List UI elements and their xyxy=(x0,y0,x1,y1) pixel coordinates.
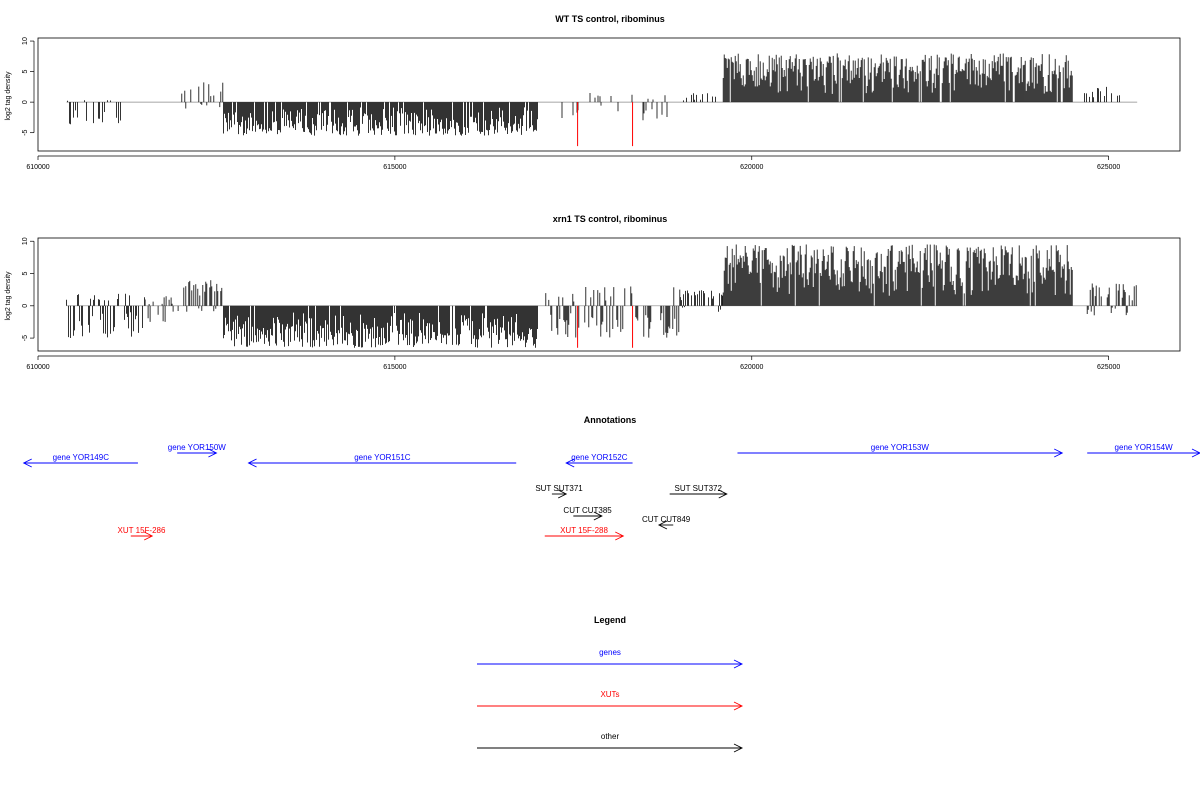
feature-arrowhead xyxy=(22,458,32,468)
wt-y-axis-label: log2 tag density xyxy=(5,71,12,121)
x-tick-label: 620000 xyxy=(740,364,763,371)
y-tick-label: 5 xyxy=(22,70,29,74)
x-tick-label: 610000 xyxy=(26,164,49,171)
feature-label: gene YOR149C xyxy=(53,453,110,462)
feature-label: gene YOR152C xyxy=(571,453,628,462)
xrn1-bars xyxy=(66,244,1138,348)
annotation-feature: gene YOR153W xyxy=(737,443,1064,458)
annotations-title: Annotations xyxy=(584,415,637,425)
feature-arrowhead xyxy=(565,458,575,468)
wt-coverage-panel: WT TS control, ribominus log2 tag densit… xyxy=(5,14,1181,171)
annotation-feature: gene YOR154W xyxy=(1087,443,1200,458)
legend-title: Legend xyxy=(594,615,626,625)
annotation-feature: CUT CUT849 xyxy=(642,515,691,530)
annotation-feature: XUT 15F-286 xyxy=(118,526,166,541)
legend-entry: genes xyxy=(477,648,744,669)
feature-arrowhead xyxy=(143,531,154,541)
legend-entry: XUTs xyxy=(477,690,744,711)
x-tick-label: 625000 xyxy=(1097,364,1120,371)
feature-arrowhead xyxy=(718,489,728,499)
xrn1-plot-frame xyxy=(37,237,1181,352)
feature-arrowhead xyxy=(208,448,218,458)
legend: Legend genes XUTs other xyxy=(477,615,744,753)
x-tick-label: 625000 xyxy=(1097,164,1120,171)
legend-label: genes xyxy=(599,648,621,657)
y-tick-label: 0 xyxy=(22,304,29,308)
feature-label: gene YOR151C xyxy=(354,453,411,462)
feature-label: XUT 15F-288 xyxy=(560,526,608,535)
wt-bars xyxy=(66,53,1138,147)
annotation-feature: gene YOR151C xyxy=(247,453,517,468)
y-tick-label: 5 xyxy=(22,271,29,275)
x-tick-label: 620000 xyxy=(740,164,763,171)
legend-entry: other xyxy=(477,732,744,753)
feature-label: gene YOR150W xyxy=(168,443,227,452)
feature-arrowhead xyxy=(657,520,668,530)
feature-arrowhead xyxy=(593,511,603,521)
xrn1-panel-title: xrn1 TS control, ribominus xyxy=(553,214,668,224)
legend-label: other xyxy=(601,732,620,741)
y-tick-label: 10 xyxy=(22,237,29,245)
legend-arrowhead xyxy=(733,701,744,711)
feature-label: SUT SUT372 xyxy=(675,484,723,493)
feature-arrowhead xyxy=(557,489,568,499)
wt-panel-title: WT TS control, ribominus xyxy=(555,14,665,24)
y-tick-label: -5 xyxy=(22,129,29,135)
annotation-feature: SUT SUT371 xyxy=(535,484,583,499)
y-tick-label: 10 xyxy=(22,37,29,45)
annotation-feature: gene YOR152C xyxy=(565,453,633,468)
feature-label: XUT 15F-286 xyxy=(118,526,166,535)
annotation-feature: gene YOR149C xyxy=(22,453,138,468)
feature-arrowhead xyxy=(615,531,625,541)
wt-axes: 610000 615000 620000 625000 -5 0 5 10 xyxy=(22,37,1120,171)
y-tick-label: -5 xyxy=(22,335,29,341)
xrn1-coverage-panel: xrn1 TS control, ribominus log2 tag dens… xyxy=(5,214,1181,371)
y-tick-label: 0 xyxy=(22,100,29,104)
legend-label: XUTs xyxy=(600,690,619,699)
feature-arrowhead xyxy=(1191,448,1200,458)
annotation-features: gene YOR149C gene YOR150W gene YOR151C gene… xyxy=(22,443,1200,541)
feature-label: SUT SUT371 xyxy=(535,484,583,493)
feature-label: CUT CUT385 xyxy=(563,506,612,515)
annotation-feature: gene YOR150W xyxy=(168,443,227,458)
legend-entries: genes XUTs other xyxy=(477,648,744,753)
feature-arrowhead xyxy=(1054,448,1064,458)
feature-arrowhead xyxy=(247,458,257,468)
x-tick-label: 615000 xyxy=(383,364,406,371)
legend-arrowhead xyxy=(733,659,744,669)
annotation-feature: CUT CUT385 xyxy=(563,506,612,521)
feature-label: CUT CUT849 xyxy=(642,515,691,524)
wt-plot-frame xyxy=(37,37,1181,152)
annotation-feature: SUT SUT372 xyxy=(669,484,728,499)
xrn1-axes: 610000 615000 620000 625000 -5 0 5 10 xyxy=(22,237,1120,371)
legend-arrowhead xyxy=(733,743,744,753)
x-tick-label: 610000 xyxy=(26,364,49,371)
xrn1-y-axis-label: log2 tag density xyxy=(5,271,12,321)
feature-label: gene YOR153W xyxy=(871,443,930,452)
feature-label: gene YOR154W xyxy=(1115,443,1174,452)
x-tick-label: 615000 xyxy=(383,164,406,171)
annotation-feature: XUT 15F-288 xyxy=(544,526,625,541)
